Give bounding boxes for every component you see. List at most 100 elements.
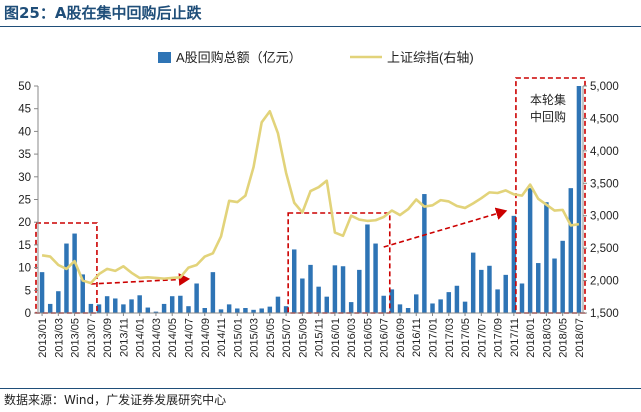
bar xyxy=(511,215,517,313)
bar xyxy=(251,309,256,313)
bar xyxy=(332,265,338,313)
bar xyxy=(72,233,77,313)
x-tick-label: 2015/05 xyxy=(265,318,277,358)
bar xyxy=(544,202,549,313)
page-title: 图25：A股在集中回购后止跌 xyxy=(4,4,202,22)
x-tick-label: 2016/07 xyxy=(379,318,391,358)
source-note: 数据来源：Wind，广发证券发展研究中心 xyxy=(4,393,227,407)
bar xyxy=(291,249,297,313)
x-tick-label: 2013/11 xyxy=(118,318,130,357)
bar xyxy=(308,264,313,313)
bar xyxy=(405,308,411,313)
bar xyxy=(576,86,582,313)
bar xyxy=(446,292,452,313)
bar xyxy=(414,294,419,313)
x-tick-label: 2018/07 xyxy=(574,318,586,358)
bar xyxy=(324,296,329,313)
legend-bar-label: A股回购总额（亿元） xyxy=(176,50,302,65)
y-left-tick-label: 35 xyxy=(18,149,31,161)
x-tick-label: 2014/01 xyxy=(135,318,147,358)
y-left-tick-label: 10 xyxy=(18,263,31,275)
annotation-line1: 本轮集 xyxy=(530,92,566,107)
y-left-tick-label: 20 xyxy=(18,217,31,229)
bar xyxy=(169,296,175,313)
bar xyxy=(161,303,167,313)
bar xyxy=(283,306,289,313)
bar xyxy=(129,299,134,313)
x-tick-label: 2013/01 xyxy=(37,318,49,358)
bar xyxy=(340,266,346,313)
bar xyxy=(479,269,484,313)
x-tick-label: 2014/03 xyxy=(151,318,163,358)
y-right-tick-label: 2,000 xyxy=(590,276,619,288)
bar xyxy=(88,303,94,313)
chart-area: 0 5 10 15 20 25 30 35 40 45 50 1,500 2,000 2,500 3,000… xyxy=(18,50,619,358)
bar xyxy=(137,295,142,313)
x-tick-label: 2017/09 xyxy=(493,318,505,358)
y-left-tick-label: 40 xyxy=(18,126,31,138)
bar xyxy=(438,299,443,313)
bar xyxy=(235,308,240,313)
y-left-tick-label: 15 xyxy=(18,240,31,252)
x-tick-label: 2017/05 xyxy=(460,318,472,358)
y-left-tick-label: 25 xyxy=(18,195,31,207)
bar xyxy=(389,289,395,313)
y-right-tick-label: 3,000 xyxy=(590,211,619,223)
x-tick-label: 2016/03 xyxy=(346,318,358,358)
footer-divider xyxy=(0,388,641,389)
bar xyxy=(348,302,354,313)
y-right-tick-label: 2,500 xyxy=(590,243,619,255)
bar xyxy=(80,274,85,313)
x-tick-label: 2014/11 xyxy=(216,318,228,357)
bar xyxy=(267,306,273,313)
x-tick-label: 2018/01 xyxy=(525,318,537,358)
y-right-tick-label: 1,500 xyxy=(590,308,619,320)
y-left-tick-label: 45 xyxy=(18,104,31,116)
bar xyxy=(210,272,216,313)
x-tick-label: 2015/07 xyxy=(281,318,293,358)
bar xyxy=(96,304,102,313)
index-line xyxy=(41,109,580,285)
annotation-line2: 中回购 xyxy=(530,109,566,124)
legend: A股回购总额（亿元） 上证综指(右轴) xyxy=(158,50,474,65)
x-tick-label: 2017/07 xyxy=(476,318,488,358)
y-left-tick-label: 0 xyxy=(25,308,31,320)
bar xyxy=(552,258,557,313)
bar xyxy=(430,303,435,313)
y-right-tick-label: 3,500 xyxy=(590,178,619,190)
x-tick-label: 2018/05 xyxy=(558,318,570,358)
bar xyxy=(259,308,264,313)
x-tick-label: 2015/03 xyxy=(249,318,261,358)
legend-bar-swatch xyxy=(158,52,171,63)
bar xyxy=(422,194,427,313)
legend-line-label: 上证综指(右轴) xyxy=(387,50,474,65)
x-tick-label: 2013/03 xyxy=(53,318,65,358)
bar xyxy=(39,272,45,313)
bar xyxy=(64,243,69,313)
x-tick-label: 2017/03 xyxy=(444,318,456,358)
bar xyxy=(503,274,508,313)
bar xyxy=(381,295,386,313)
x-tick-label: 2015/11 xyxy=(314,318,326,357)
bar xyxy=(560,240,565,313)
bar xyxy=(568,188,574,313)
bar xyxy=(104,296,110,313)
bar xyxy=(178,295,183,313)
x-tick-label: 2016/11 xyxy=(411,318,423,357)
bar xyxy=(365,224,370,313)
bar-series xyxy=(39,86,582,313)
bar xyxy=(243,308,248,313)
bar xyxy=(519,283,525,313)
y-right-tick-label: 4,000 xyxy=(590,146,619,158)
x-tick-label: 2015/09 xyxy=(297,318,309,358)
bar xyxy=(113,298,118,313)
bar xyxy=(153,311,159,313)
axes: 0 5 10 15 20 25 30 35 40 45 50 1,500 2,000 2,500 3,000… xyxy=(18,81,619,358)
bar xyxy=(462,301,468,313)
line-series xyxy=(41,109,580,285)
bar xyxy=(56,291,61,313)
bar xyxy=(495,289,500,313)
x-tick-label: 2018/03 xyxy=(541,318,553,358)
bar xyxy=(470,252,476,313)
